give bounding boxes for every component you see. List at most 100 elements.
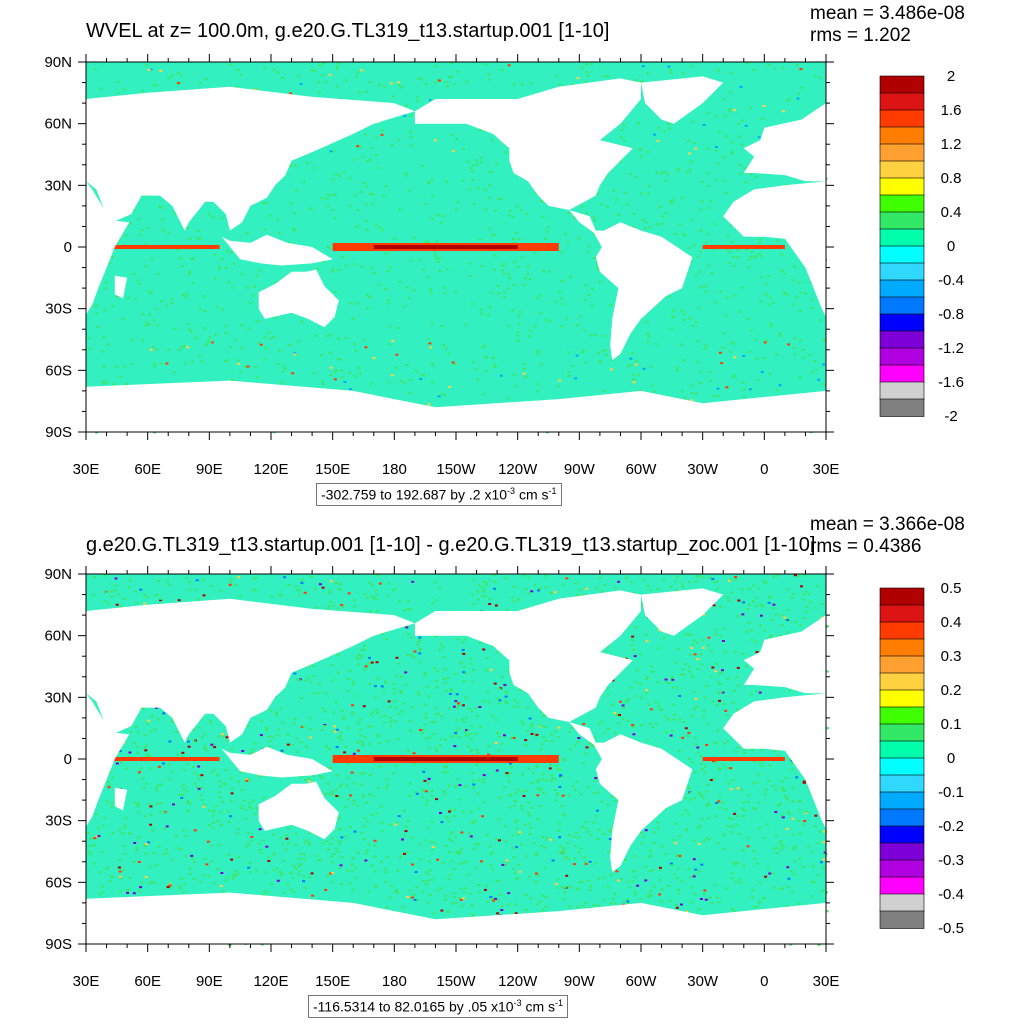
colorbar-label: -0.1 bbox=[938, 784, 964, 801]
colorbar-label: 0.2 bbox=[941, 682, 962, 699]
range-box: -116.5314 to 82.0165 by .05 x10-3 cm s-1 bbox=[308, 995, 569, 1018]
colorbar-label: -0.5 bbox=[938, 920, 964, 937]
colorbar-cell bbox=[879, 757, 925, 776]
colorbar-cell bbox=[879, 296, 925, 315]
lon-tick-label: 150E bbox=[315, 461, 350, 478]
lon-tick-label: 180 bbox=[382, 461, 407, 478]
range-box: -302.759 to 192.687 by .2 x10-3 cm s-1 bbox=[316, 483, 562, 506]
rms-stat: rms = 1.202 bbox=[810, 25, 911, 46]
lat-tick-label: 30S bbox=[45, 301, 72, 318]
panel-top: WVEL at z= 100.0m, g.e20.G.TL319_t13.sta… bbox=[44, 3, 965, 506]
colorbar-cell bbox=[879, 587, 925, 606]
lon-tick-label: 0 bbox=[760, 973, 768, 990]
lat-tick-label: 90N bbox=[44, 566, 72, 583]
colorbar-cell bbox=[879, 75, 925, 94]
colorbar-cell bbox=[879, 398, 925, 417]
colorbar-label: -2 bbox=[944, 408, 957, 425]
colorbar-cell bbox=[879, 740, 925, 759]
lon-tick-label: 120W bbox=[498, 461, 538, 478]
colorbar-cell bbox=[879, 109, 925, 128]
map-frame: 90N 60N 30N 0 30S 60S 90S 30E 60E 90E 120E 150E 180 1… bbox=[44, 54, 964, 478]
colorbar bbox=[879, 75, 925, 417]
colorbar-label: -0.2 bbox=[938, 818, 964, 835]
colorbar-cell bbox=[879, 808, 925, 827]
colorbar-label: -0.8 bbox=[938, 306, 964, 323]
lon-tick-label: 60W bbox=[626, 461, 658, 478]
colorbar-cell bbox=[879, 177, 925, 196]
colorbar-cell bbox=[879, 330, 925, 349]
colorbar-cell bbox=[879, 245, 925, 264]
colorbar-cell bbox=[879, 262, 925, 281]
colorbar bbox=[879, 587, 925, 929]
lat-tick-label: 90N bbox=[44, 54, 72, 71]
lon-tick-label: 30W bbox=[687, 973, 719, 990]
colorbar-cell bbox=[879, 621, 925, 640]
colorbar-cell bbox=[879, 723, 925, 742]
lat-tick-label: 30N bbox=[44, 177, 72, 194]
lon-tick-label: 90E bbox=[196, 973, 223, 990]
colorbar-cell bbox=[879, 893, 925, 912]
indian-band bbox=[106, 757, 220, 761]
lon-tick-label: 30E bbox=[73, 973, 100, 990]
lon-tick-label: 30E bbox=[813, 461, 840, 478]
colorbar-label: 0 bbox=[947, 750, 955, 767]
lon-tick-label: 90W bbox=[564, 973, 596, 990]
colorbar-label: 1.2 bbox=[941, 136, 962, 153]
mean-stat: mean = 3.366e-08 bbox=[810, 514, 965, 535]
lon-tick-label: 60W bbox=[626, 973, 658, 990]
lat-tick-label: 90S bbox=[45, 424, 72, 441]
panel-bottom: g.e20.G.TL319_t13.startup.001 [1-10] - g… bbox=[0, 512, 1024, 1024]
range-unit: cm s bbox=[521, 998, 556, 1015]
colorbar-cell bbox=[879, 672, 925, 691]
lon-tick-label: 150E bbox=[315, 973, 350, 990]
colorbar-cell bbox=[879, 774, 925, 793]
colorbar-cell bbox=[879, 143, 925, 162]
lon-tick-label: 90W bbox=[564, 461, 596, 478]
colorbar-cell bbox=[879, 825, 925, 844]
lat-tick-label: 0 bbox=[64, 751, 72, 768]
colorbar-label: 2 bbox=[947, 68, 955, 85]
lat-tick-label: 60S bbox=[45, 874, 72, 891]
colorbar-label: -1.2 bbox=[938, 340, 964, 357]
lat-tick-label: 60N bbox=[44, 116, 72, 133]
lon-tick-label: 60E bbox=[134, 461, 161, 478]
indian-band bbox=[106, 245, 220, 249]
range-unit-exp: -1 bbox=[555, 998, 564, 1008]
colorbar-cell bbox=[879, 638, 925, 657]
mean-stat: mean = 3.486e-08 bbox=[810, 3, 965, 24]
range-unit-exp: -1 bbox=[548, 486, 557, 496]
colorbar-cell bbox=[879, 211, 925, 230]
colorbar-cell bbox=[879, 313, 925, 332]
colorbar-label: -0.4 bbox=[938, 272, 964, 289]
range-exp: -3 bbox=[513, 998, 522, 1008]
colorbar-cell bbox=[879, 706, 925, 725]
equatorial-core bbox=[373, 245, 518, 249]
atlantic-band bbox=[702, 245, 785, 249]
lon-tick-label: 30W bbox=[687, 461, 719, 478]
colorbar-cell bbox=[879, 381, 925, 400]
colorbar-label: 0.8 bbox=[941, 170, 962, 187]
colorbar-label: 0.5 bbox=[941, 580, 962, 597]
colorbar-label: 0.4 bbox=[941, 614, 962, 631]
lon-tick-label: 150W bbox=[436, 461, 476, 478]
colorbar-label: 1.6 bbox=[941, 102, 962, 119]
lon-tick-label: 120W bbox=[498, 973, 538, 990]
lon-tick-label: 120E bbox=[253, 461, 288, 478]
lon-tick-label: 30E bbox=[813, 973, 840, 990]
colorbar-cell bbox=[879, 347, 925, 366]
colorbar-cell bbox=[879, 689, 925, 708]
colorbar-cell bbox=[879, 364, 925, 383]
colorbar-label: -0.3 bbox=[938, 852, 964, 869]
colorbar-cell bbox=[879, 876, 925, 895]
colorbar-cell bbox=[879, 160, 925, 179]
lat-tick-label: 60S bbox=[45, 362, 72, 379]
colorbar-label: 0.3 bbox=[941, 648, 962, 665]
land-mask bbox=[86, 588, 826, 944]
colorbar-cell bbox=[879, 126, 925, 145]
colorbar-label: 0.4 bbox=[941, 204, 962, 221]
lon-tick-label: 150W bbox=[436, 973, 476, 990]
panel-title: g.e20.G.TL319_t13.startup.001 [1-10] - g… bbox=[86, 534, 816, 556]
colorbar-label: 0 bbox=[947, 238, 955, 255]
colorbar-cell bbox=[879, 859, 925, 878]
lon-tick-label: 90E bbox=[196, 461, 223, 478]
